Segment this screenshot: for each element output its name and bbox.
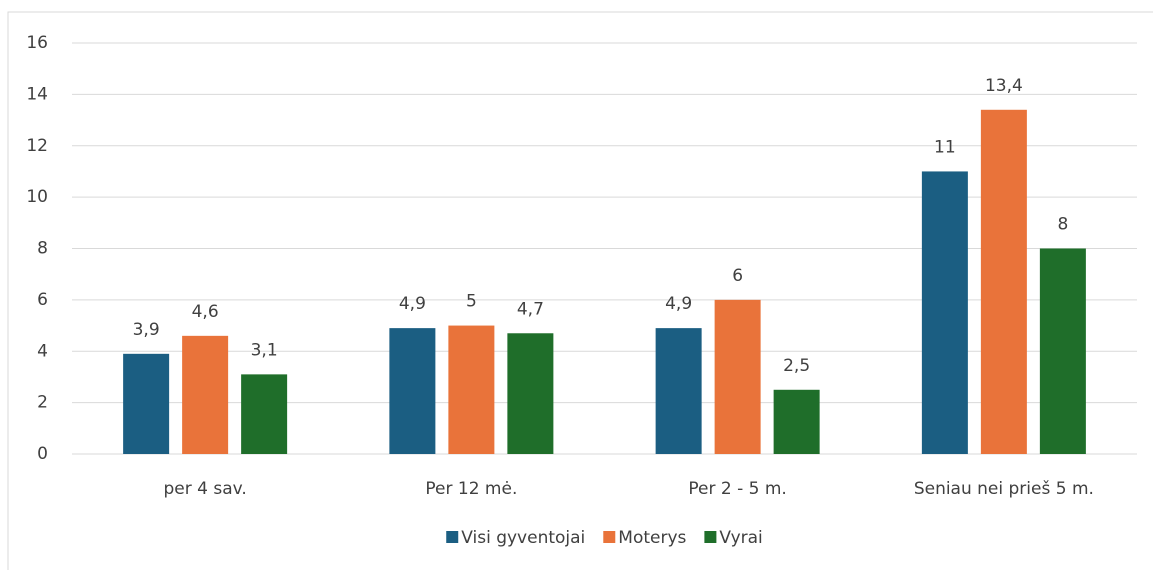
legend-label: Vyrai	[719, 528, 762, 548]
bar	[714, 299, 761, 454]
bar	[1039, 248, 1086, 454]
bar	[123, 353, 170, 454]
value-label: 3,1	[251, 340, 278, 360]
y-tick-label: 12	[26, 136, 48, 156]
x-tick-label: Seniau nei prieš 5 m.	[914, 479, 1094, 499]
y-tick-label: 0	[37, 444, 48, 464]
bar	[921, 171, 968, 454]
bar	[448, 325, 495, 454]
legend-label: Moterys	[618, 528, 686, 548]
legend-swatch	[603, 531, 616, 543]
value-label: 6	[732, 266, 743, 286]
y-tick-label: 4	[37, 341, 48, 361]
y-tick-label: 14	[26, 84, 48, 104]
chart-border	[7, 11, 1153, 574]
value-label: 11	[934, 137, 956, 157]
bar	[655, 328, 702, 454]
value-label: 2,5	[783, 356, 810, 376]
legend-label: Visi gyventojai	[461, 528, 585, 548]
value-label: 4,9	[399, 294, 426, 314]
x-tick-label: Per 12 mė.	[425, 479, 517, 499]
y-tick-label: 2	[37, 393, 48, 413]
bar	[241, 374, 288, 454]
value-label: 3,9	[133, 320, 160, 340]
y-tick-label: 16	[26, 33, 48, 53]
value-label: 13,4	[985, 76, 1023, 96]
x-tick-label: Per 2 - 5 m.	[688, 479, 786, 499]
y-tick-label: 6	[37, 290, 48, 310]
value-label: 4,9	[665, 294, 692, 314]
legend-swatch	[446, 531, 459, 543]
bar	[389, 328, 436, 454]
bar	[182, 335, 229, 454]
value-label: 4,7	[517, 299, 544, 319]
value-label: 8	[1057, 215, 1068, 235]
bar	[980, 109, 1027, 454]
x-tick-label: per 4 sav.	[163, 479, 246, 499]
bar	[773, 389, 820, 454]
value-label: 4,6	[192, 302, 219, 322]
bar	[507, 333, 554, 454]
y-tick-label: 10	[26, 187, 48, 207]
legend-swatch	[704, 531, 717, 543]
y-tick-label: 8	[37, 239, 48, 259]
value-label: 5	[466, 292, 477, 312]
